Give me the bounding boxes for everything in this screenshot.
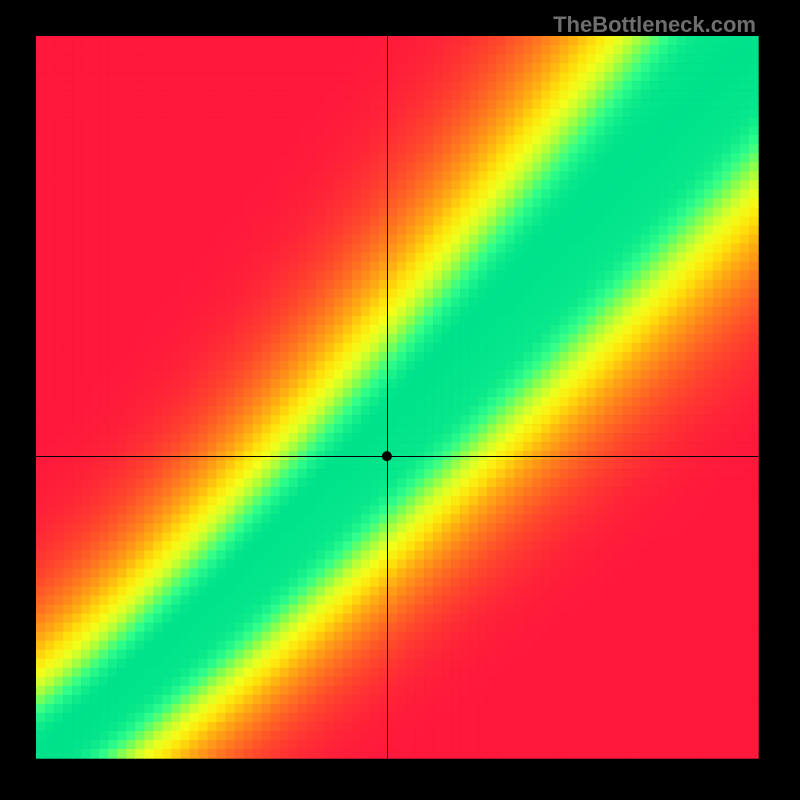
bottleneck-heatmap [0,0,800,800]
watermark-label: TheBottleneck.com [553,12,756,38]
stage: { "canvas": { "width": 800, "height": 80… [0,0,800,800]
